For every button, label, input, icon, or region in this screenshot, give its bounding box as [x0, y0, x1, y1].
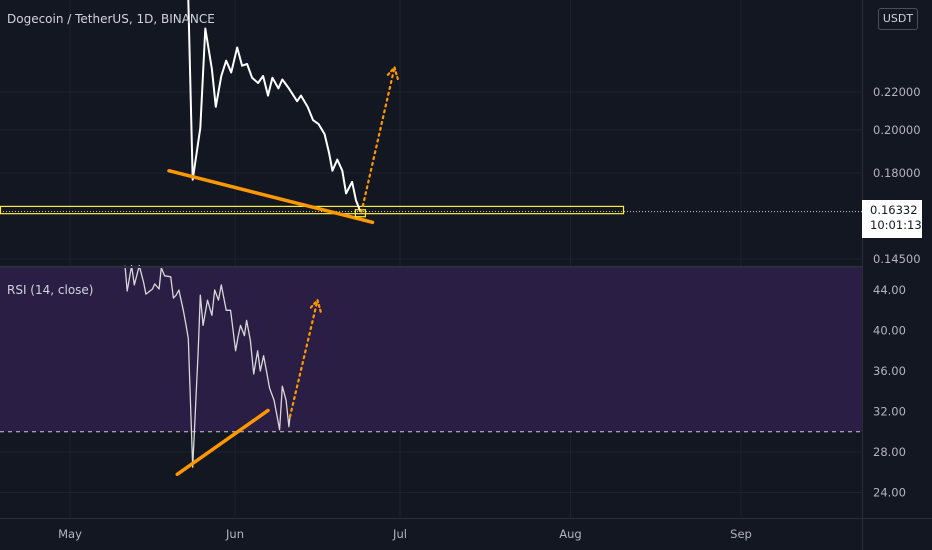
time-axis[interactable]: May Jun Jul Aug Sep: [58, 527, 752, 541]
rsi-axis-tick-label: 32.00: [873, 405, 906, 419]
rsi-axis-tick-label: 36.00: [873, 364, 906, 378]
price-axis-tick-label: 0.18000: [873, 166, 921, 180]
price-axis-tick-label: 0.22000: [873, 85, 921, 99]
rsi-projection-arrow[interactable]: [288, 299, 319, 418]
descending-trendline[interactable]: [167, 168, 375, 225]
rsi-series-line: [124, 265, 291, 468]
rsi-axis-tick-label: 40.00: [873, 324, 906, 338]
price-axis-tick-label: 0.14500: [873, 252, 921, 266]
pane-separator[interactable]: [0, 266, 862, 268]
rsi-axis-tick-label: 28.00: [873, 445, 906, 459]
price-projection-arrow[interactable]: [360, 66, 396, 213]
price-axis[interactable]: 0.22000 0.20000 0.18000 0.14500: [873, 85, 921, 266]
rsi-axis[interactable]: 44.00 40.00 36.00 32.00 28.00 24.00: [873, 283, 906, 500]
symbol-title: Dogecoin / TetherUS, 1D, BINANCE: [7, 12, 215, 26]
currency-button[interactable]: USDT: [878, 8, 918, 30]
rsi-axis-tick-label: 44.00: [873, 283, 906, 297]
rsi-projection-arrowhead: [308, 297, 322, 313]
rsi-band: [0, 265, 862, 432]
time-axis-tick-label: Sep: [730, 527, 752, 541]
last-price-value: 0.16332: [870, 203, 918, 217]
time-axis-tick-label: Jun: [225, 527, 244, 541]
price-projection-arrowhead: [385, 65, 399, 81]
price-axis-tick-label: 0.20000: [873, 123, 921, 137]
bar-countdown: 10:01:13: [870, 218, 922, 232]
ascending-trendline[interactable]: [175, 408, 270, 477]
time-axis-tick-label: Aug: [559, 527, 581, 541]
last-price-badge: 0.16332 10:01:13: [862, 200, 922, 238]
rsi-indicator-title: RSI (14, close): [7, 283, 94, 297]
rsi-axis-tick-label: 24.00: [873, 486, 906, 500]
last-close-marker[interactable]: [354, 209, 366, 218]
time-axis-tick-label: May: [58, 527, 82, 541]
time-axis-tick-label: Jul: [392, 527, 407, 541]
price-series-line: [187, 0, 362, 213]
